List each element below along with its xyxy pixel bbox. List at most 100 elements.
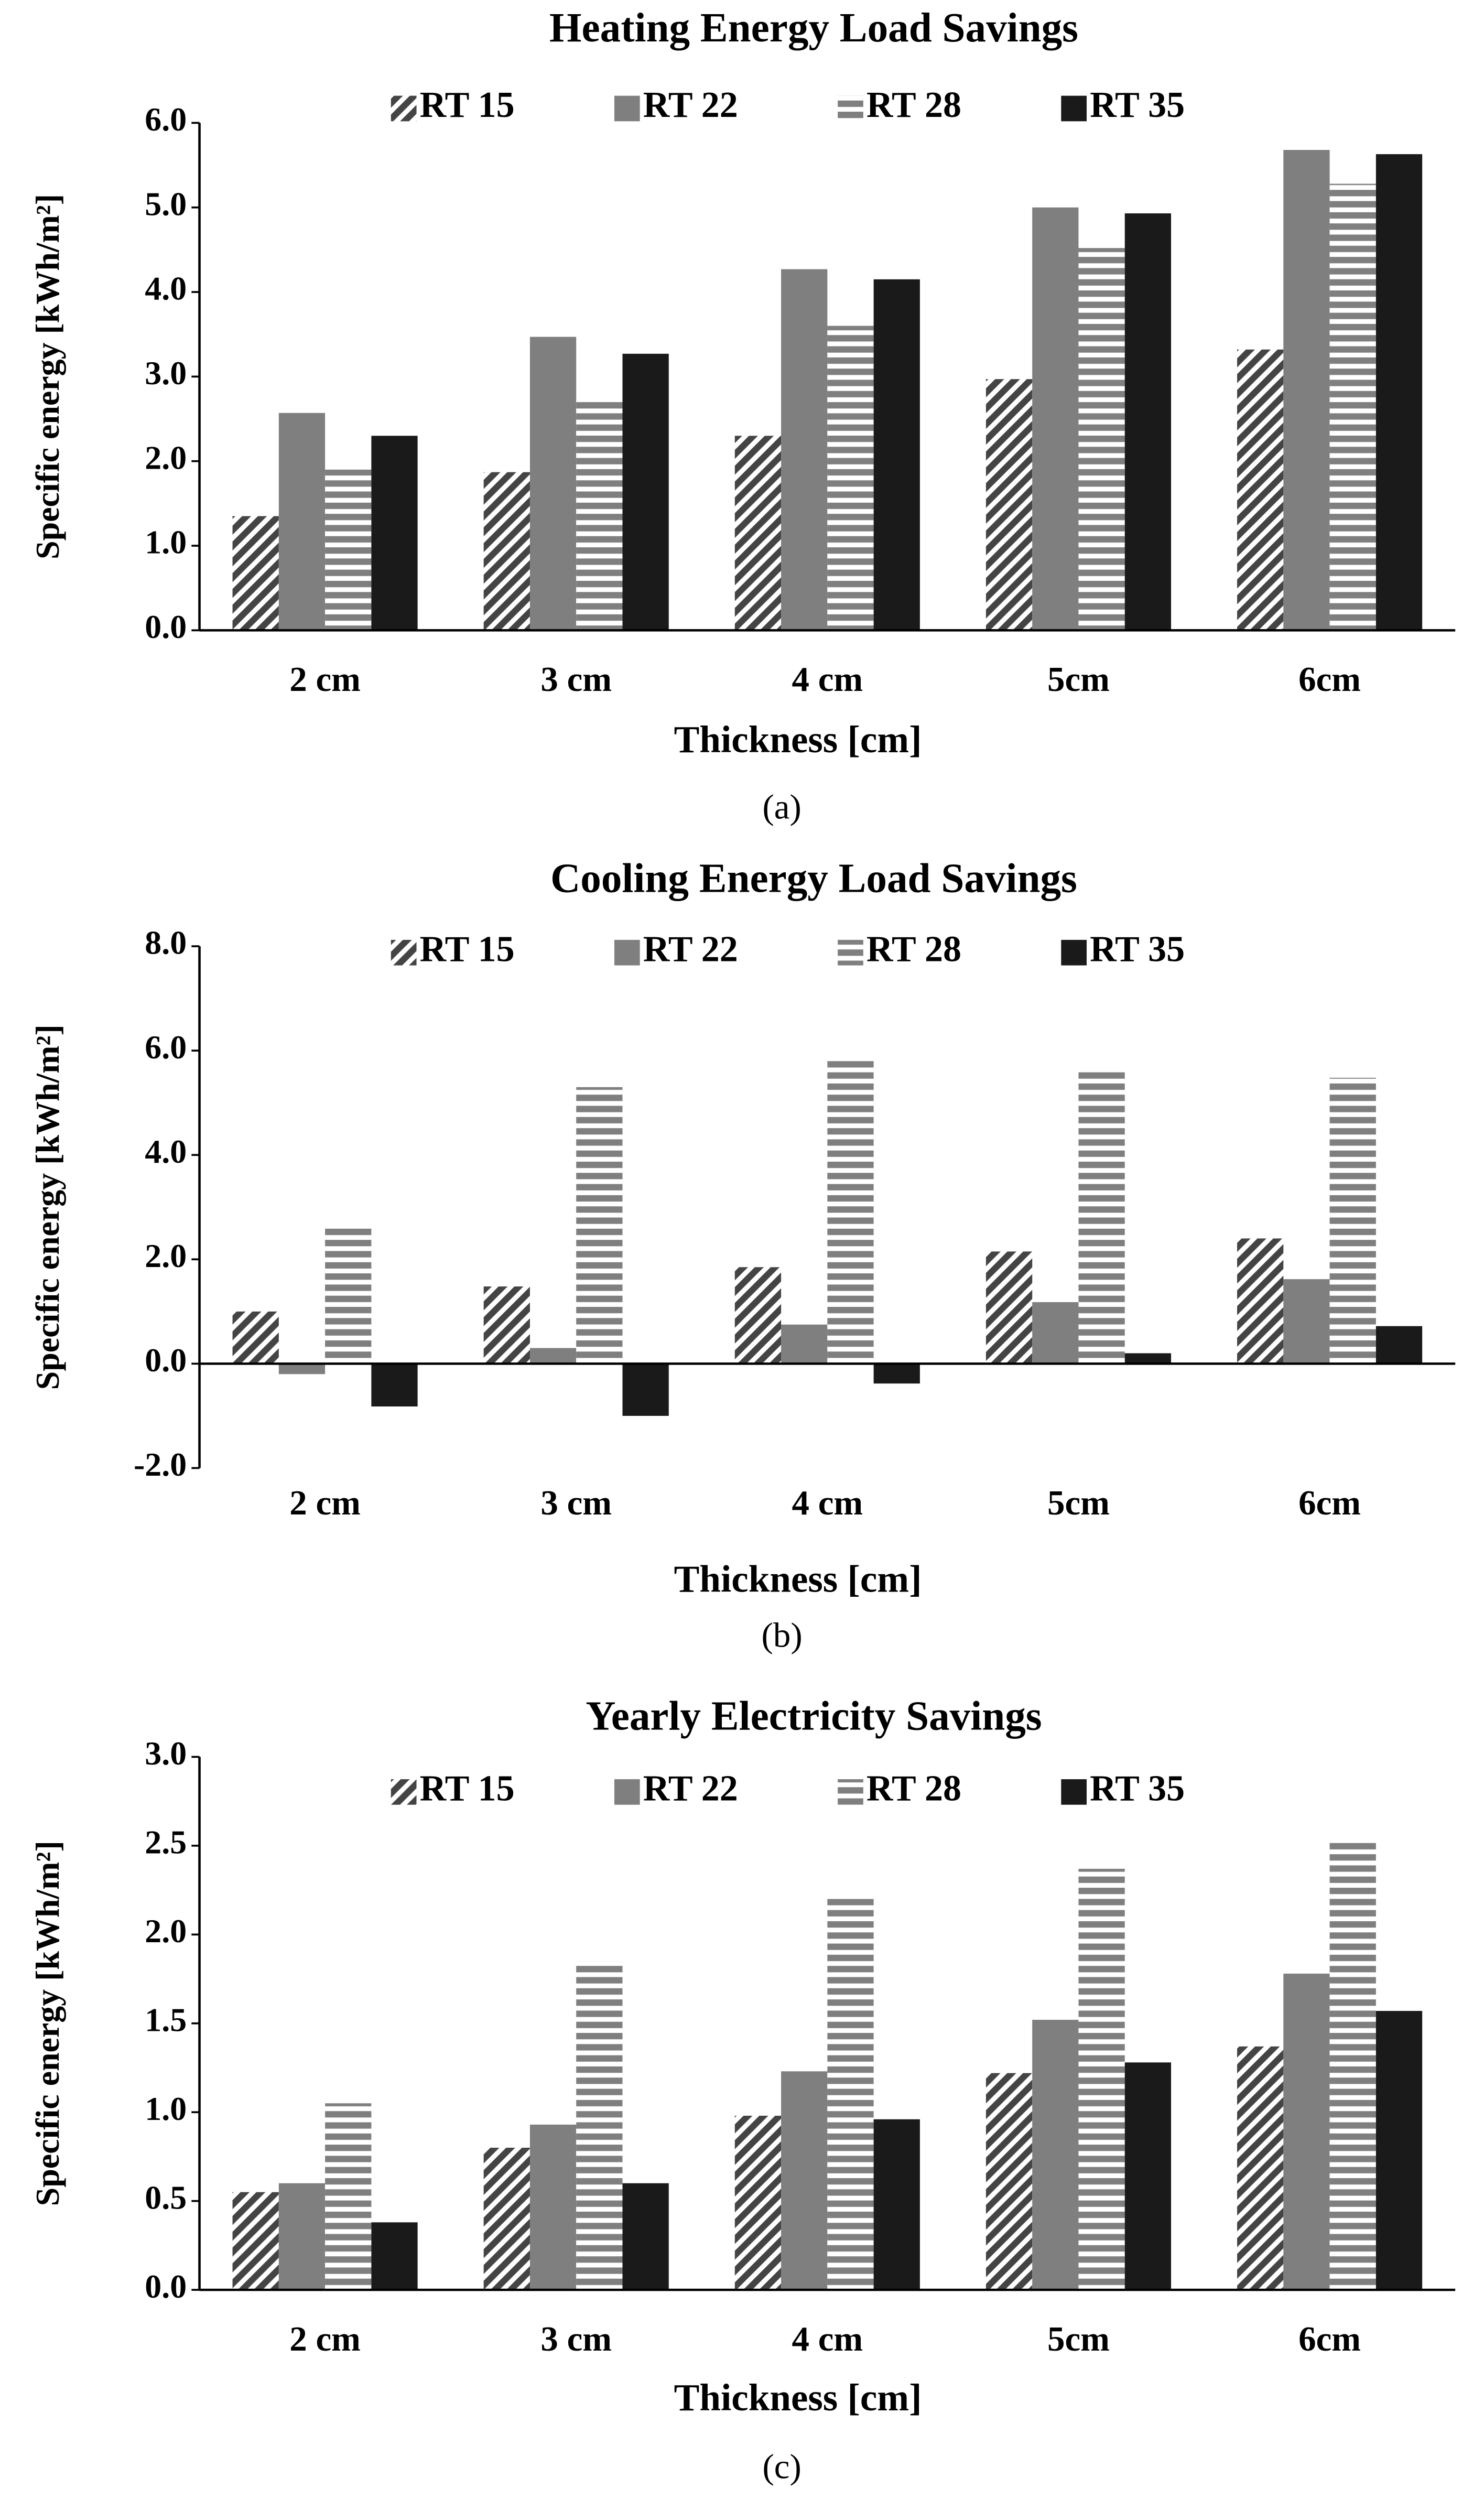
x-tick-label: 2 cm <box>289 660 361 699</box>
bar <box>827 1058 874 1364</box>
bar <box>576 1087 623 1364</box>
legend-label: RT 22 <box>643 1768 738 1809</box>
caption: (b) <box>762 1616 803 1655</box>
bar <box>622 353 669 631</box>
bar <box>371 2222 418 2290</box>
chart-title: Cooling Energy Load Savings <box>550 855 1077 901</box>
x-tick-label: 6cm <box>1298 1484 1361 1522</box>
caption: (a) <box>762 788 801 827</box>
y-tick-label: 1.0 <box>145 524 187 561</box>
y-axis-title: Specific energy [kWh/m²] <box>29 1841 66 2206</box>
bar <box>622 1363 669 1416</box>
bar <box>483 2147 530 2290</box>
bar <box>1329 1077 1376 1364</box>
y-tick-label: 0.0 <box>145 608 187 645</box>
bar <box>483 1286 530 1364</box>
legend-label: RT 35 <box>1090 85 1185 125</box>
bar <box>985 2073 1033 2290</box>
bar <box>1032 1302 1079 1364</box>
legend-label: RT 35 <box>1090 1768 1185 1809</box>
x-tick-label: 4 cm <box>792 660 863 699</box>
x-tick-label: 3 cm <box>540 660 612 699</box>
x-tick-label: 5cm <box>1047 1484 1110 1522</box>
x-tick-label: 4 cm <box>792 1484 863 1522</box>
bar <box>1124 1353 1172 1364</box>
x-axis-title: Thickness [cm] <box>674 718 922 761</box>
legend-label: RT 28 <box>866 85 961 125</box>
bar <box>1329 183 1376 631</box>
bar <box>827 1899 874 2290</box>
bar <box>1237 349 1284 631</box>
bar <box>1078 248 1125 631</box>
bar <box>985 1251 1033 1364</box>
legend-swatch <box>614 1779 640 1805</box>
y-tick-label: 5.0 <box>145 185 187 222</box>
bar <box>1032 207 1079 631</box>
bar <box>325 469 372 631</box>
legend-swatch <box>838 939 863 966</box>
bar <box>278 413 326 631</box>
legend-swatch <box>1061 95 1087 122</box>
y-tick-label: 6.0 <box>145 101 187 138</box>
bar <box>232 2192 279 2290</box>
bar <box>734 1267 782 1364</box>
y-tick-label: 2.0 <box>145 439 187 476</box>
bar <box>985 379 1033 631</box>
y-tick-label: 4.0 <box>145 1133 187 1170</box>
y-tick-label: 4.0 <box>145 270 187 307</box>
bar <box>622 2183 669 2290</box>
legend-label: RT 28 <box>866 1768 961 1809</box>
bar <box>734 2115 782 2290</box>
bar <box>781 2071 828 2290</box>
bar <box>734 436 782 631</box>
x-tick-label: 5cm <box>1047 660 1110 699</box>
bar <box>1032 2019 1079 2290</box>
y-tick-label: 0.0 <box>145 1341 187 1379</box>
bar <box>1237 1238 1284 1364</box>
legend-swatch <box>838 95 863 122</box>
y-tick-label: 0.0 <box>145 2268 187 2305</box>
legend-swatch <box>1061 939 1087 966</box>
bar <box>1375 1326 1423 1364</box>
y-tick-label: 1.5 <box>145 2001 187 2038</box>
bar <box>781 1324 828 1364</box>
bar <box>529 337 577 631</box>
x-tick-label: 2 cm <box>289 2320 361 2358</box>
x-tick-label: 4 cm <box>792 2320 863 2358</box>
bar <box>278 1363 326 1374</box>
bar <box>529 2124 577 2290</box>
y-tick-label: 2.0 <box>145 1237 187 1274</box>
x-tick-label: 3 cm <box>540 2320 612 2358</box>
y-tick-label: 1.0 <box>145 2090 187 2127</box>
bar <box>1375 2011 1423 2290</box>
bar <box>1283 1973 1330 2290</box>
chart-title: Heating Energy Load Savings <box>549 5 1078 51</box>
legend-label: RT 15 <box>420 85 515 125</box>
bar <box>873 2119 920 2290</box>
y-tick-label: 8.0 <box>145 924 187 961</box>
y-axis-title: Specific energy [kWh/m²] <box>29 194 66 559</box>
y-tick-label: 6.0 <box>145 1029 187 1066</box>
bar <box>325 2103 372 2290</box>
legend-swatch <box>391 1779 417 1805</box>
bar <box>529 1348 577 1364</box>
bar <box>1283 1279 1330 1364</box>
legend-swatch <box>614 939 640 966</box>
bar <box>1375 154 1423 631</box>
bar <box>873 279 920 631</box>
x-tick-label: 2 cm <box>289 1484 361 1522</box>
bar <box>873 1363 920 1384</box>
y-tick-label: 2.5 <box>145 1824 187 1861</box>
bar <box>1124 213 1172 631</box>
y-tick-label: -2.0 <box>134 1446 187 1483</box>
bar <box>232 516 279 631</box>
x-tick-label: 6cm <box>1298 2320 1361 2358</box>
y-tick-label: 0.5 <box>145 2179 187 2216</box>
bar <box>781 269 828 631</box>
x-axis-title: Thickness [cm] <box>674 1557 922 1600</box>
legend-label: RT 35 <box>1090 929 1185 969</box>
y-tick-label: 3.0 <box>145 354 187 392</box>
bar <box>1283 150 1330 631</box>
y-tick-label: 2.0 <box>145 1912 187 1950</box>
